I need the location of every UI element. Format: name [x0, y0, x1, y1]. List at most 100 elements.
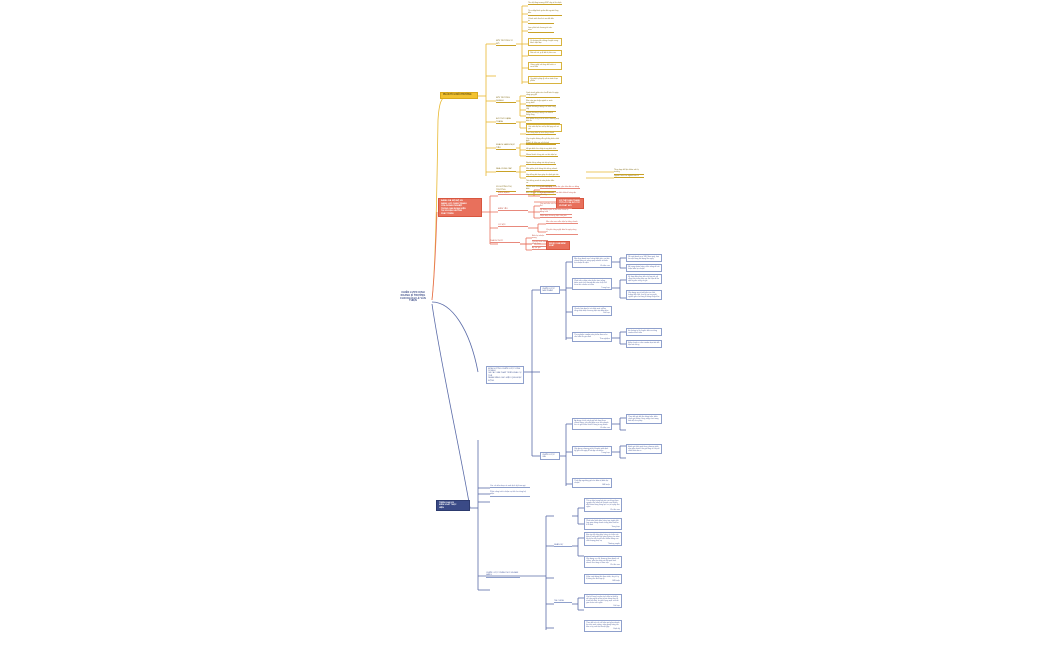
blue-upper-header[interactable]: ĐỊNH HƯỚNG CHIẾN LƯỢC KINH DOANH VÀ CÁC … — [486, 366, 524, 384]
gold-leaf[interactable]: Quyền thương lượng của khách hàng tăng — [526, 112, 556, 118]
gold-group-label[interactable]: MÔI TRƯỜNG VĨ MÔ — [496, 40, 516, 46]
red-leaf[interactable]: Chi phí thuê mặt bằng tăng — [532, 241, 548, 247]
gold-group-label[interactable]: KHÁCH HÀNG MỤC TIÊU — [496, 144, 516, 150]
blue-leaf[interactable]: Xây dựng cơ chế thưởng theo doanh số nhó… — [584, 556, 622, 569]
blue-leaf-child[interactable]: Rà soát danh mục SKU theo quý, loại bỏ m… — [626, 254, 662, 262]
gold-leaf[interactable]: Hộ gia đình thu nhập trung bình khá — [526, 148, 558, 152]
gold-leaf[interactable]: Tiêu dùng xanh và sản phẩm hữu cơ — [526, 180, 556, 186]
red-leaf[interactable]: Hệ thống quản trị tồn kho chưa tự động h… — [540, 209, 572, 215]
red-leaf[interactable]: Áp lực giá — [532, 247, 548, 251]
blue-leaf-tag: Ưu tiên cao — [610, 564, 620, 567]
blue-leaf[interactable]: Đào tạo kỹ năng bán hàng và chăm sóc khá… — [584, 532, 622, 547]
red-highlight[interactable]: RỦI RO CẦN KIỂM SOÁT — [546, 241, 570, 250]
blue-leaf-child[interactable]: Đo lường tỷ lệ chuyển đổi của từng combo… — [626, 328, 662, 336]
blue-leaf-tag: Trung hạn — [611, 526, 620, 529]
blue-leaf[interactable]: Chuẩn hóa bao bì và nhãn mác nhằm tăng n… — [572, 306, 612, 317]
gold-leaf[interactable]: Rào cản gia nhập ngành ở mức trung bình — [526, 100, 556, 106]
blue-footnote[interactable]: Phân công trách nhiệm cụ thể cho từng bộ… — [490, 491, 530, 497]
red-group-label[interactable]: ĐIỂM YẾU — [498, 208, 528, 212]
blue-leaf[interactable]: Kiểm soát dòng tiền theo tuần, duy trì t… — [584, 574, 622, 584]
blue-lower-header[interactable]: TRIỂN KHAI VÀ KIỂM SOÁT THỰC HIỆN — [436, 500, 470, 512]
blue-group-label[interactable]: CHIẾN LƯỢC PHÂN PHỐI VÀ BÁN HÀNG — [486, 572, 520, 578]
blue-leaf-child[interactable]: Bổ sung nhóm hàng nhãn riêng để cải thiệ… — [626, 264, 662, 272]
red-header-label: ĐÁNH GIÁ NỘI BỘ VÀ NĂNG LỰC CẠNH TRANH C… — [441, 200, 467, 215]
blue-leaf[interactable]: Xây dựng chương trình khuyến mãi định kỳ… — [572, 446, 612, 457]
blue-leaf[interactable]: Áp dụng chính sách giá linh hoạt theo nh… — [572, 418, 612, 431]
root-node[interactable]: CHIẾN LƯỢC KINH DOANH XÍ TRƯỜNG CHO KHÁC… — [390, 291, 436, 303]
gold-group-label[interactable]: ĐỐI THỦ CẠNH TRANH — [496, 118, 516, 124]
blue-leaf[interactable]: Thử nghiệm combo sản phẩm theo nhu cầu b… — [572, 332, 612, 343]
gold-leaf[interactable]: Nguồn hàng nông sản địa phương — [526, 162, 556, 166]
red-group-label[interactable]: THÁCH THỨC — [490, 240, 520, 244]
root-title: CHIẾN LƯỢC KINH DOANH XÍ TRƯỜNG CHO KHÁC… — [400, 291, 426, 303]
gold-leaf[interactable]: Lạm phát ảnh hưởng tới sức mua — [528, 27, 554, 33]
gold-leaf[interactable]: Nhóm khách hàng trẻ ưu tiên tiện lợi — [526, 154, 558, 158]
blue-leaf[interactable]: Phát triển kênh bán hàng trực tuyến kết … — [584, 518, 622, 531]
red-branch-header[interactable]: ĐÁNH GIÁ NỘI BỘ VÀ NĂNG LỰC CẠNH TRANH C… — [438, 198, 482, 217]
gold-leaf[interactable]: Xu hướng tiêu dùng chuyển sang kênh hiện… — [528, 38, 562, 46]
gold-leaf[interactable]: Cửa hàng tiện lợi mở rộng nhanh — [526, 132, 556, 136]
gold-leaf[interactable]: Thanh toán không tiền mặt phổ biến — [526, 186, 556, 192]
red-leaf[interactable]: Nhận diện thương hiệu còn yếu — [540, 215, 572, 219]
blue-leaf-tag: Thường xuyên — [607, 542, 620, 545]
gold-group-label[interactable]: XU HƯỚNG THỊ TRƯỜNG — [496, 186, 516, 192]
blue-group-label[interactable]: CHIẾN LƯỢC GIÁ — [540, 452, 560, 461]
blue-leaf[interactable]: Mở rộng danh mục hàng thiết yếu, ưu tiên… — [572, 256, 612, 269]
gold-leaf[interactable]: Các siêu thị lớn có lợi thế quy mô và gi… — [526, 124, 562, 132]
blue-leaf-tag: Ưu tiên cao — [610, 508, 620, 511]
blue-group-label[interactable]: TÀI CHÍNH — [554, 600, 572, 604]
gold-leaf[interactable]: Mua sắm đa kênh (omnichannel) — [526, 192, 556, 196]
blue-leaf-child[interactable]: Điều chỉnh cơ cấu combo dựa trên dữ liệu… — [626, 340, 662, 348]
blue-leaf-tag: Dài hạn — [603, 312, 610, 315]
gold-leaf[interactable]: Dân số trẻ, tỷ lệ đô thị hóa cao — [528, 50, 562, 56]
gold-branch-header[interactable]: PHÂN TÍCH MÔI TRƯỜNG — [440, 92, 478, 99]
gold-leaf[interactable]: Thu nhập bình quân đầu người tăng dần — [528, 10, 562, 16]
blue-leaf-tag: Định kỳ — [613, 628, 620, 631]
gold-header-label: PHÂN TÍCH MÔI TRƯỜNG — [443, 94, 472, 96]
blue-leaf-child[interactable]: Theo dõi giá đối thủ hàng tuần, điều chỉ… — [626, 414, 662, 424]
gold-leaf[interactable]: Quyền thương lượng của nhà cung cấp — [526, 106, 556, 112]
blue-leaf[interactable]: Phát triển nhóm sản phẩm tươi sống, kiểm… — [572, 278, 612, 291]
red-leaf[interactable]: Đội ngũ nhân viên am hiểu khách hàng địa… — [540, 192, 580, 198]
blue-group-label[interactable]: NHÂN SỰ — [554, 544, 572, 548]
red-group-label[interactable]: ĐIỂM MẠNH — [498, 192, 528, 196]
blue-lower-header-label: TRIỂN KHAI VÀ KIỂM SOÁT THỰC HIỆN — [439, 502, 457, 509]
blue-leaf-tag: Thử nghiệm — [599, 338, 610, 341]
red-leaf[interactable]: Quy mô vốn còn hạn chế so với đối thủ — [540, 203, 572, 209]
blue-leaf-child[interactable]: Xây dựng quy trình kiểm tra chất lượng đ… — [626, 290, 662, 300]
gold-leaf[interactable]: Hợp đồng dài hạn giúp ổn định giá vốn — [526, 174, 560, 178]
blue-leaf[interactable]: Tối ưu hóa trưng bày tại cửa hàng theo n… — [584, 498, 622, 513]
blue-leaf-tag: Dài hạn — [613, 604, 620, 607]
gold-leaf[interactable]: Tốc độ tăng trưởng GDP duy trì ổn định — [528, 2, 562, 6]
blue-leaf-tag: Trung hạn — [601, 286, 610, 289]
red-leaf[interactable]: Nhu cầu mua sắm tiện lợi tăng nhanh — [546, 221, 578, 225]
gold-leaf[interactable]: Chính sách thuế và ưu đãi đầu tư — [528, 18, 554, 24]
blue-leaf-child[interactable]: Đánh giá hiệu quả từng chương trình dựa … — [626, 444, 662, 454]
red-leaf[interactable]: Vị trí mặt bằng thuận lợi, gần khu dân c… — [540, 186, 580, 190]
blue-leaf[interactable]: Lập kế hoạch ngân sách đầu tư thiết bị v… — [584, 594, 622, 609]
blue-leaf-child[interactable]: Ký hợp đồng bao tiêu với hợp tác xã nông… — [626, 274, 662, 284]
blue-leaf-tag: Trung hạn — [601, 452, 610, 455]
blue-leaf-tag: Bắt buộc — [602, 484, 610, 487]
gold-leaf[interactable]: Cạnh tranh giữa các chuỗi bán lẻ ngày cà… — [526, 92, 560, 98]
blue-leaf-tag: Bắt buộc — [612, 580, 620, 583]
blue-footnote[interactable]: Các chỉ tiêu được rà soát định kỳ theo q… — [490, 485, 530, 489]
red-leaf[interactable]: Biên lợi nhuận mỏng — [532, 235, 548, 241]
red-group-label[interactable]: CƠ HỘI — [498, 224, 528, 228]
gold-group-label[interactable]: MÔI TRƯỜNG NGÀNH — [496, 97, 516, 103]
gold-leaf[interactable]: Công nghệ số thay đổi hành vi mua sắm — [528, 62, 562, 70]
gold-group-label[interactable]: NHÀ CUNG CẤP — [496, 168, 516, 172]
gold-leaf[interactable]: Chợ truyền thống vẫn giữ thị phần nhất đ… — [526, 138, 560, 144]
gold-side-note[interactable]: Tổng hợp dữ liệu khảo sát thị trường — [614, 169, 644, 175]
gold-leaf[interactable]: Nhà phân phối hàng tiêu dùng nhanh — [526, 168, 558, 172]
blue-upper-header-label: ĐỊNH HƯỚNG CHIẾN LƯỢC KINH DOANH VÀ CÁC … — [488, 367, 522, 382]
gold-leaf[interactable]: Quy định pháp lý về an toàn thực phẩm — [528, 76, 562, 84]
blue-leaf[interactable]: Theo dõi các chỉ số hiệu quả gồm doanh t… — [584, 620, 622, 633]
red-leaf[interactable]: Chi phí công nghệ bán lẻ ngày càng rẻ — [546, 229, 578, 235]
gold-leaf[interactable]: Sản phẩm thay thế từ kênh thương mại điệ… — [526, 118, 560, 124]
gold-side-note[interactable]: Nguồn: báo cáo ngành bán lẻ — [614, 175, 644, 179]
blue-group-label[interactable]: CHIẾN LƯỢC SẢN PHẨM — [540, 286, 560, 295]
gold-leaf[interactable]: Khách lẻ khu vực nội thành — [526, 142, 556, 146]
blue-leaf[interactable]: Thiết lập ngưỡng giá sàn bảo vệ biên lợi… — [572, 478, 612, 489]
